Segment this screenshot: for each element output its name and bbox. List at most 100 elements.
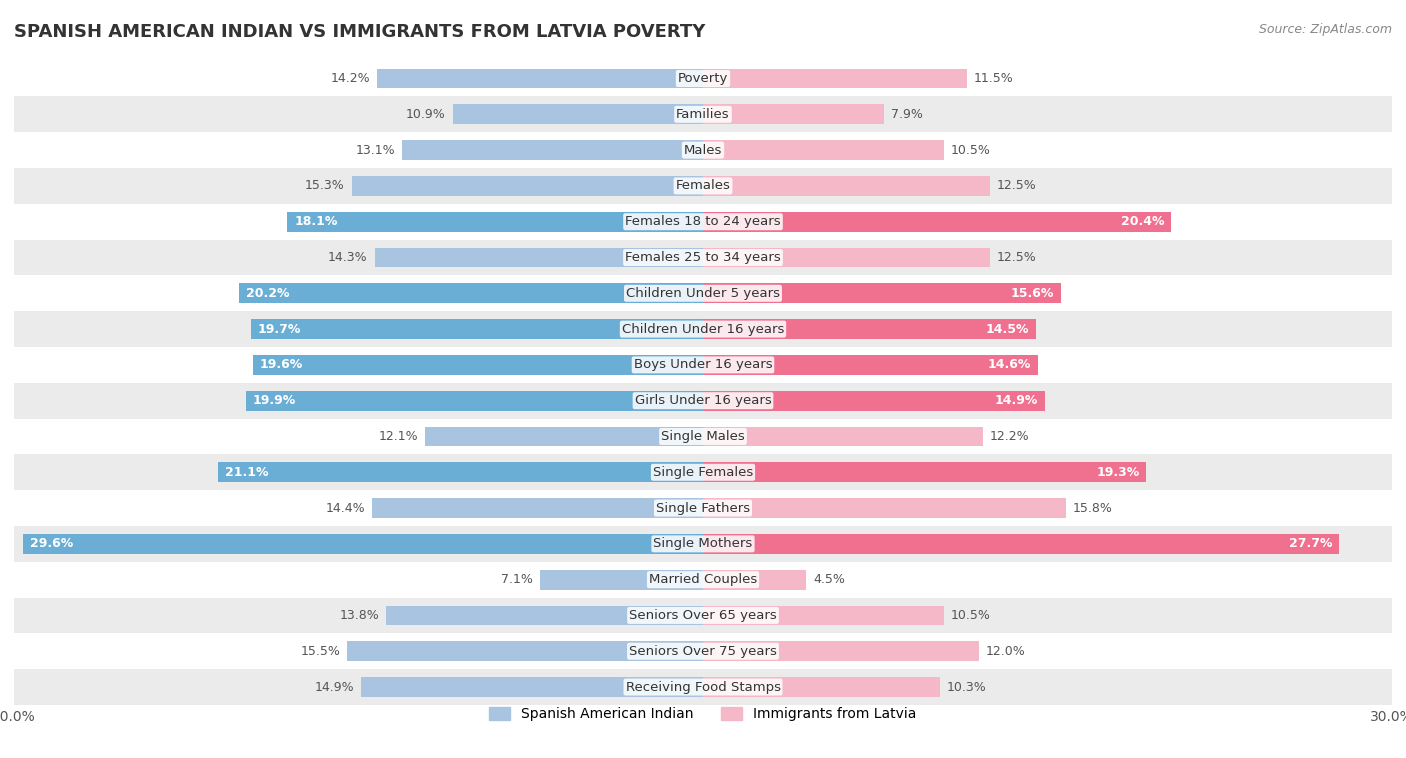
- Text: SPANISH AMERICAN INDIAN VS IMMIGRANTS FROM LATVIA POVERTY: SPANISH AMERICAN INDIAN VS IMMIGRANTS FR…: [14, 23, 706, 41]
- Bar: [377, 69, 703, 89]
- Text: 20.2%: 20.2%: [246, 287, 290, 300]
- Bar: [703, 319, 1036, 339]
- Bar: [14, 418, 1392, 454]
- Bar: [703, 427, 983, 446]
- Text: Females 25 to 34 years: Females 25 to 34 years: [626, 251, 780, 264]
- Text: Children Under 5 years: Children Under 5 years: [626, 287, 780, 300]
- Text: Source: ZipAtlas.com: Source: ZipAtlas.com: [1258, 23, 1392, 36]
- Text: 20.4%: 20.4%: [1121, 215, 1164, 228]
- Bar: [352, 176, 703, 196]
- Text: 10.5%: 10.5%: [950, 609, 991, 622]
- Text: 13.8%: 13.8%: [339, 609, 380, 622]
- Bar: [14, 312, 1392, 347]
- Bar: [703, 641, 979, 661]
- Bar: [703, 212, 1171, 231]
- Bar: [239, 283, 703, 303]
- Legend: Spanish American Indian, Immigrants from Latvia: Spanish American Indian, Immigrants from…: [484, 702, 922, 727]
- Bar: [425, 427, 703, 446]
- Bar: [361, 677, 703, 697]
- Text: Boys Under 16 years: Boys Under 16 years: [634, 359, 772, 371]
- Text: 13.1%: 13.1%: [356, 143, 395, 157]
- Bar: [703, 462, 1146, 482]
- Text: 12.2%: 12.2%: [990, 430, 1029, 443]
- Text: Seniors Over 65 years: Seniors Over 65 years: [628, 609, 778, 622]
- Bar: [14, 634, 1392, 669]
- Bar: [703, 140, 945, 160]
- Text: Single Fathers: Single Fathers: [657, 502, 749, 515]
- Text: Children Under 16 years: Children Under 16 years: [621, 323, 785, 336]
- Bar: [703, 105, 884, 124]
- Text: 29.6%: 29.6%: [30, 537, 73, 550]
- Bar: [387, 606, 703, 625]
- Bar: [14, 526, 1392, 562]
- Text: Single Males: Single Males: [661, 430, 745, 443]
- Bar: [373, 498, 703, 518]
- Bar: [703, 677, 939, 697]
- Text: 12.0%: 12.0%: [986, 645, 1025, 658]
- Bar: [14, 204, 1392, 240]
- Text: Families: Families: [676, 108, 730, 121]
- Text: 4.5%: 4.5%: [813, 573, 845, 586]
- Text: Poverty: Poverty: [678, 72, 728, 85]
- Text: 19.7%: 19.7%: [257, 323, 301, 336]
- Bar: [703, 248, 990, 268]
- Text: Seniors Over 75 years: Seniors Over 75 years: [628, 645, 778, 658]
- Text: Girls Under 16 years: Girls Under 16 years: [634, 394, 772, 407]
- Bar: [14, 275, 1392, 312]
- Bar: [703, 534, 1339, 553]
- Text: 14.9%: 14.9%: [315, 681, 354, 694]
- Bar: [24, 534, 703, 553]
- Bar: [250, 319, 703, 339]
- Text: 18.1%: 18.1%: [294, 215, 337, 228]
- Text: 19.6%: 19.6%: [260, 359, 304, 371]
- Bar: [253, 355, 703, 374]
- Text: Males: Males: [683, 143, 723, 157]
- Text: Receiving Food Stamps: Receiving Food Stamps: [626, 681, 780, 694]
- Bar: [218, 462, 703, 482]
- Bar: [14, 669, 1392, 705]
- Text: 12.5%: 12.5%: [997, 251, 1036, 264]
- Bar: [703, 606, 945, 625]
- Bar: [703, 570, 807, 590]
- Text: 14.3%: 14.3%: [328, 251, 368, 264]
- Text: 10.3%: 10.3%: [946, 681, 986, 694]
- Text: Females 18 to 24 years: Females 18 to 24 years: [626, 215, 780, 228]
- Text: 14.6%: 14.6%: [988, 359, 1032, 371]
- Bar: [14, 347, 1392, 383]
- Bar: [287, 212, 703, 231]
- Text: 11.5%: 11.5%: [974, 72, 1014, 85]
- Text: Single Mothers: Single Mothers: [654, 537, 752, 550]
- Bar: [14, 597, 1392, 634]
- Bar: [703, 176, 990, 196]
- Bar: [14, 168, 1392, 204]
- Text: 7.1%: 7.1%: [501, 573, 533, 586]
- Bar: [703, 69, 967, 89]
- Text: 14.4%: 14.4%: [326, 502, 366, 515]
- Bar: [703, 355, 1038, 374]
- Bar: [14, 454, 1392, 490]
- Text: 14.9%: 14.9%: [995, 394, 1038, 407]
- Bar: [347, 641, 703, 661]
- Text: 15.5%: 15.5%: [301, 645, 340, 658]
- Text: 10.9%: 10.9%: [406, 108, 446, 121]
- Text: 21.1%: 21.1%: [225, 465, 269, 479]
- Bar: [14, 490, 1392, 526]
- Text: 14.5%: 14.5%: [986, 323, 1029, 336]
- Text: 19.3%: 19.3%: [1097, 465, 1139, 479]
- Bar: [14, 61, 1392, 96]
- Text: Females: Females: [675, 180, 731, 193]
- Text: 15.3%: 15.3%: [305, 180, 344, 193]
- Text: 15.8%: 15.8%: [1073, 502, 1112, 515]
- Text: 14.2%: 14.2%: [330, 72, 370, 85]
- Text: 10.5%: 10.5%: [950, 143, 991, 157]
- Text: 12.1%: 12.1%: [378, 430, 418, 443]
- Bar: [14, 562, 1392, 597]
- Text: 15.6%: 15.6%: [1011, 287, 1054, 300]
- Bar: [14, 240, 1392, 275]
- Text: 7.9%: 7.9%: [891, 108, 924, 121]
- Bar: [14, 383, 1392, 418]
- Text: 19.9%: 19.9%: [253, 394, 297, 407]
- Bar: [703, 283, 1062, 303]
- Bar: [374, 248, 703, 268]
- Bar: [703, 498, 1066, 518]
